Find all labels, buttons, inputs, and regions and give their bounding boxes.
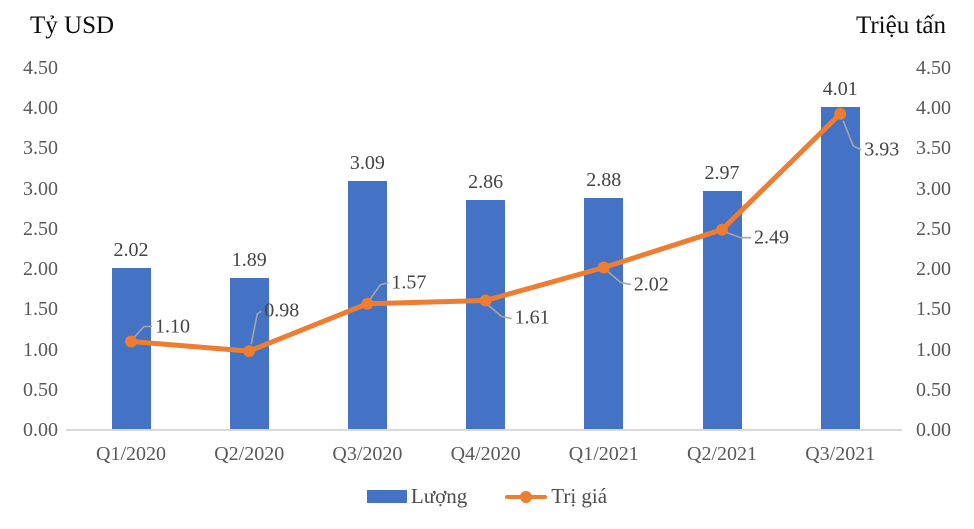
bar-q1-2021 [584, 198, 624, 430]
y-axis-left-tick-label: 1.00 [23, 338, 58, 361]
y-axis-right-tick-label: 1.00 [916, 338, 951, 361]
y-axis-right-tick-label: 2.00 [916, 258, 951, 281]
y-axis-left-tick-label: 3.50 [23, 137, 58, 160]
bar-value-label: 2.86 [468, 170, 504, 193]
left-axis-title: Tỷ USD [30, 12, 115, 39]
line-value-label: 3.93 [864, 138, 900, 161]
y-axis-right-tick-label: 2.50 [916, 217, 951, 240]
y-axis-right-tick-label: 3.00 [916, 177, 951, 200]
x-axis-tick-label: Q3/2020 [332, 443, 403, 465]
x-axis-tick-label: Q2/2021 [687, 443, 757, 465]
y-axis-left-tick-label: 2.50 [23, 217, 58, 240]
bar-q3-2021 [820, 107, 860, 430]
legend-label-bar-series: Lượng [410, 484, 468, 508]
y-axis-right-tick-label: 0.00 [916, 419, 951, 441]
x-axis-tick-label: Q4/2020 [450, 443, 521, 465]
line-value-label: 1.57 [391, 271, 427, 294]
y-axis-left-tick-label: 1.50 [23, 298, 58, 321]
legend-item-bar-series: Lượng [366, 484, 468, 509]
y-axis-left-tick-label: 3.00 [23, 177, 58, 200]
x-axis-line [66, 429, 902, 431]
bar-value-label: 2.02 [113, 238, 149, 261]
y-axis-left-tick-label: 2.00 [23, 258, 58, 281]
line-value-label: 2.49 [754, 226, 789, 249]
x-axis-tick-label: Q1/2021 [568, 443, 639, 465]
y-axis-left-tick-label: 4.00 [23, 97, 58, 120]
legend-label-line-series: Trị giá [551, 484, 608, 508]
y-axis-left-tick-label: 0.00 [23, 419, 58, 441]
line-value-label: 2.02 [633, 273, 669, 295]
x-axis-tick-label: Q3/2021 [805, 443, 876, 465]
y-axis-left-tick-label: 0.50 [23, 378, 58, 401]
x-axis-tick-label: Q2/2020 [214, 443, 285, 465]
right-axis-title: Triệu tấn [855, 12, 946, 39]
bar-q1-2020 [111, 267, 151, 430]
bar-value-label: 4.01 [822, 78, 858, 101]
y-axis-right-tick-label: 3.50 [916, 137, 951, 160]
y-axis-right-tick-label: 1.50 [916, 298, 951, 321]
bar-q4-2020 [466, 199, 506, 430]
bar-q3-2020 [347, 181, 387, 430]
y-axis-right-tick-label: 4.50 [916, 57, 951, 79]
y-axis-left-tick-label: 4.50 [23, 57, 58, 79]
bar-q2-2020 [229, 277, 269, 430]
line-value-label: 1.10 [155, 315, 190, 337]
bar-value-label: 2.97 [704, 162, 740, 185]
bar-series-swatch-icon [366, 490, 407, 503]
bar-value-label: 1.89 [231, 248, 267, 271]
legend: Lượng Trị giá [0, 484, 974, 509]
x-axis-tick-label: Q1/2020 [96, 443, 166, 465]
bar-q2-2021 [702, 191, 742, 430]
y-axis-right-tick-label: 4.00 [916, 97, 951, 120]
line-value-label: 0.98 [264, 299, 300, 322]
line-value-label: 1.61 [514, 306, 550, 329]
line-series-swatch-icon [505, 490, 548, 504]
bar-value-label: 3.09 [349, 152, 385, 175]
legend-item-line-series: Trị giá [505, 484, 607, 509]
bar-value-label: 2.88 [586, 169, 622, 192]
y-axis-right-tick-label: 0.50 [916, 378, 951, 401]
